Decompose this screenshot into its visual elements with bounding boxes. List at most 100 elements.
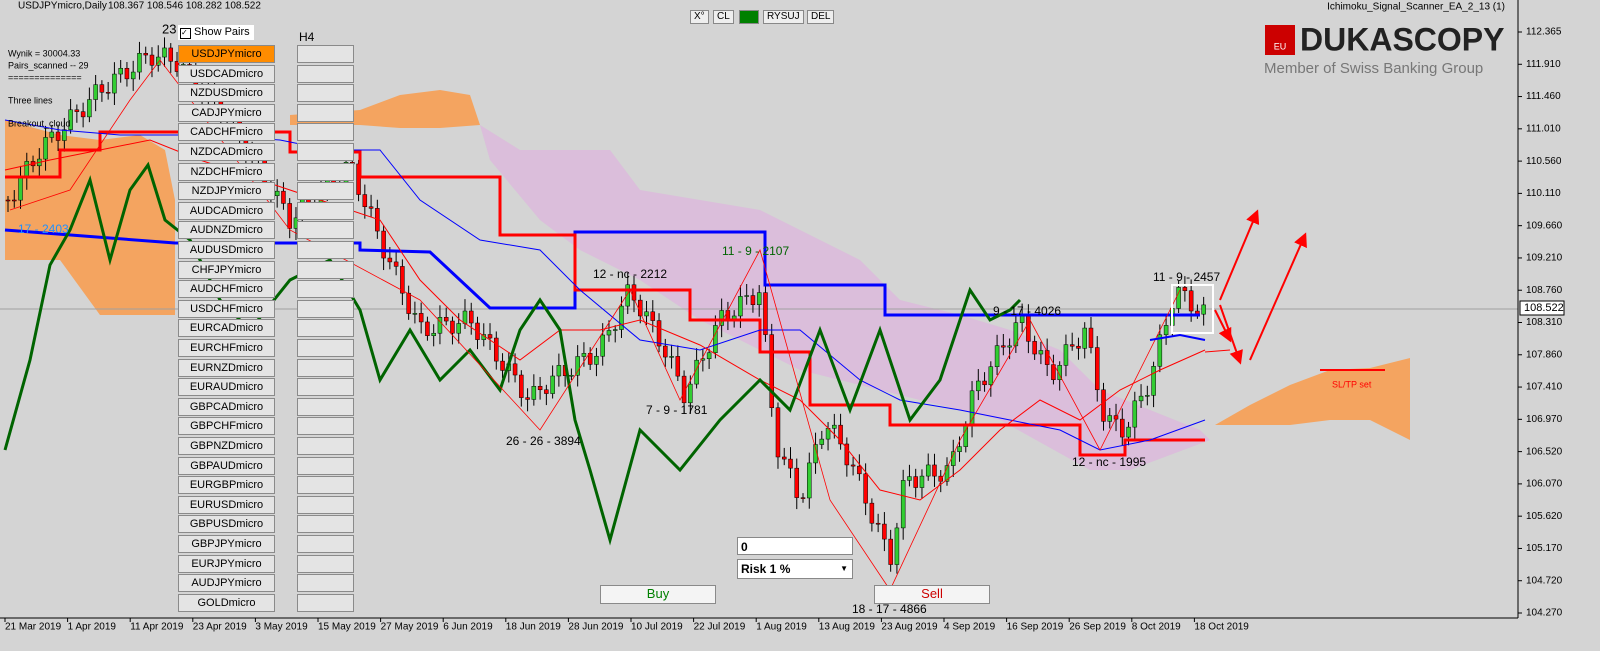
candle-body — [1157, 334, 1163, 367]
h4-signal-button[interactable] — [297, 123, 354, 142]
h4-signal-button[interactable] — [297, 593, 354, 612]
h4-signal-button[interactable] — [297, 260, 354, 279]
h4-signal-button[interactable] — [297, 182, 354, 201]
pair-button[interactable]: GBPNZDmicro — [178, 437, 275, 455]
pair-button[interactable]: NZDJPYmicro — [178, 182, 275, 201]
h4-signal-button[interactable] — [297, 515, 354, 534]
h4-signal-button[interactable] — [297, 574, 354, 593]
pair-button[interactable]: AUDCADmicro — [178, 201, 275, 220]
candle-body — [688, 383, 693, 404]
h4-signal-button[interactable] — [297, 241, 354, 259]
pair-button[interactable]: AUDNZDmicro — [178, 221, 275, 240]
h4-signal-button[interactable] — [297, 103, 354, 122]
candle-body — [775, 407, 781, 458]
h4-signal-button[interactable] — [297, 476, 354, 495]
candle-body — [362, 194, 368, 208]
pair-button[interactable]: GOLDmicro — [178, 593, 275, 612]
candle-body — [1151, 366, 1156, 396]
candle-body — [669, 356, 674, 358]
h4-signal-button[interactable] — [297, 339, 354, 357]
pair-button[interactable]: EURCHFmicro — [178, 339, 275, 357]
pair-button[interactable]: GBPCADmicro — [178, 397, 275, 416]
candle-body — [437, 317, 443, 334]
lots-input[interactable]: 0 — [737, 537, 853, 555]
candle-body — [600, 334, 605, 357]
candle-body — [281, 190, 286, 204]
price-label: 111.910 — [1526, 59, 1561, 70]
toolbar-button[interactable]: CL — [713, 10, 734, 24]
h4-signal-button[interactable] — [297, 221, 354, 240]
h4-signal-button[interactable] — [297, 45, 354, 63]
h4-signal-button[interactable] — [297, 417, 354, 436]
candle-body — [287, 203, 292, 229]
candle-body — [456, 323, 461, 334]
h4-signal-button[interactable] — [297, 64, 354, 83]
h4-signal-button[interactable] — [297, 358, 354, 377]
pair-button[interactable]: USDJPYmicro — [178, 45, 275, 63]
candle-body — [819, 438, 825, 445]
price-label: 111.010 — [1526, 123, 1561, 134]
pair-button[interactable]: GBPJPYmicro — [178, 535, 275, 553]
h4-signal-button[interactable] — [297, 397, 354, 416]
pair-button[interactable]: EURNZDmicro — [178, 358, 275, 377]
candle-body — [719, 310, 724, 326]
buy-button[interactable]: Buy — [600, 585, 716, 604]
sell-button[interactable]: Sell — [874, 585, 990, 604]
candle-body — [55, 131, 61, 141]
candle-body — [750, 295, 756, 305]
pair-button[interactable]: CHFJPYmicro — [178, 260, 275, 279]
toolbar-button[interactable]: RYSUJ — [763, 10, 804, 24]
h4-signal-button[interactable] — [297, 456, 354, 475]
pair-button[interactable]: EURCADmicro — [178, 319, 275, 338]
pair-button[interactable]: GBPCHFmicro — [178, 417, 275, 436]
toolbar-button[interactable]: X° — [690, 10, 709, 24]
pair-button[interactable]: AUDCHFmicro — [178, 280, 275, 299]
h4-signal-button[interactable] — [297, 319, 354, 338]
pair-button[interactable]: AUDUSDmicro — [178, 241, 275, 259]
pair-button[interactable]: NZDCHFmicro — [178, 162, 275, 181]
candle-body — [406, 292, 411, 314]
candle-body — [594, 355, 599, 365]
checkbox[interactable]: ✓ — [180, 28, 191, 39]
pair-button[interactable]: GBPAUDmicro — [178, 456, 275, 475]
pair-button[interactable]: EURGBPmicro — [178, 476, 275, 495]
h4-signal-button[interactable] — [297, 84, 354, 103]
color-button[interactable] — [739, 10, 759, 24]
pair-button[interactable]: CADCHFmicro — [178, 123, 275, 142]
h4-signal-button[interactable] — [297, 162, 354, 181]
time-label: 27 May 2019 — [381, 622, 439, 633]
candle-body — [105, 92, 111, 94]
h4-signal-button[interactable] — [297, 280, 354, 299]
pair-button[interactable]: EURUSDmicro — [178, 495, 275, 514]
h4-signal-button[interactable] — [297, 201, 354, 220]
h4-signal-button[interactable] — [297, 143, 354, 161]
chikou-span — [3, 161, 1022, 546]
h4-signal-button[interactable] — [297, 554, 354, 573]
risk-select[interactable]: Risk 1 % ▼ — [737, 559, 853, 579]
pair-button[interactable]: NZDUSDmicro — [178, 84, 275, 103]
pair-button[interactable]: CADJPYmicro — [178, 103, 275, 122]
candle-body — [1076, 345, 1081, 349]
h4-signal-button[interactable] — [297, 299, 354, 318]
pair-button[interactable]: EURAUDmicro — [178, 378, 275, 397]
pair-button[interactable]: EURJPYmicro — [178, 554, 275, 573]
h4-signal-button[interactable] — [297, 378, 354, 397]
pair-button[interactable]: USDCHFmicro — [178, 299, 275, 318]
toolbar-button[interactable]: DEL — [807, 10, 835, 24]
show-pairs[interactable]: ✓ Show Pairs — [178, 25, 254, 40]
candle-body — [525, 397, 530, 400]
pair-button[interactable]: NZDCADmicro — [178, 143, 275, 161]
candle-body — [888, 538, 893, 565]
h4-signal-button[interactable] — [297, 535, 354, 553]
h4-signal-button[interactable] — [297, 495, 354, 514]
pair-button[interactable]: GBPUSDmicro — [178, 515, 275, 534]
price-label: 108.310 — [1526, 317, 1563, 328]
candle-body — [149, 54, 155, 66]
price-label: 110.560 — [1526, 156, 1562, 167]
selection-box — [1171, 284, 1214, 334]
pair-button[interactable]: USDCADmicro — [178, 64, 275, 83]
candle-body — [80, 111, 86, 118]
pair-button[interactable]: AUDJPYmicro — [178, 574, 275, 593]
candle-body — [1001, 345, 1006, 348]
h4-signal-button[interactable] — [297, 437, 354, 455]
